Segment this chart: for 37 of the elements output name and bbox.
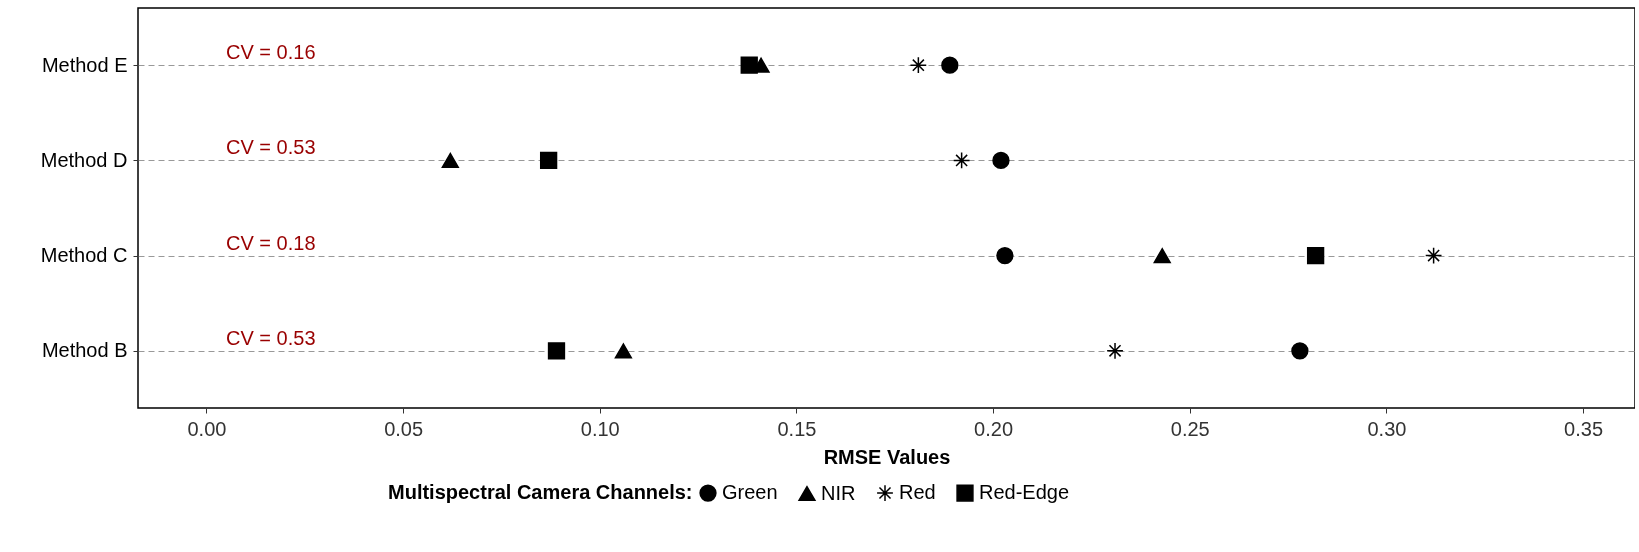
y-tick-label: Method E — [41, 53, 128, 76]
x-tick-label: 0.35 — [1564, 417, 1604, 440]
legend-label: Red-Edge — [979, 481, 1070, 504]
x-tick-label: 0.25 — [1170, 417, 1210, 440]
legend-label: NIR — [821, 481, 856, 504]
point — [1291, 342, 1309, 360]
annotation: CV = 0.53 — [226, 136, 316, 159]
legend-label: Red — [899, 481, 936, 504]
y-tick-label: Method B — [41, 339, 128, 362]
point — [547, 342, 566, 360]
annotation: CV = 0.18 — [226, 231, 316, 254]
x-tick-label: 0.20 — [974, 417, 1014, 440]
x-axis-title: RMSE Values — [823, 445, 951, 468]
point — [992, 151, 1010, 170]
point — [441, 152, 459, 168]
point — [1306, 246, 1325, 265]
x-tick-label: 0.15 — [777, 417, 817, 440]
point — [952, 151, 971, 170]
x-tick-label: 0.00 — [187, 417, 227, 440]
point — [909, 56, 928, 74]
x-tick-label: 0.05 — [384, 417, 424, 440]
point — [614, 343, 633, 359]
x-tick-label: 0.30 — [1367, 417, 1407, 440]
point — [740, 56, 758, 74]
annotation: CV = 0.53 — [226, 326, 316, 349]
x-tick-label: 0.10 — [580, 417, 620, 440]
y-tick-label: Method C — [40, 244, 128, 267]
annotation: CV = 0.16 — [226, 41, 316, 64]
legend-label: Green — [722, 481, 778, 504]
point — [1153, 248, 1171, 264]
point — [1424, 246, 1443, 265]
point — [539, 151, 558, 170]
y-tick-label: Method D — [40, 148, 128, 171]
point — [996, 246, 1014, 265]
point — [1106, 342, 1124, 360]
legend-title: Multispectral Camera Channels: — [388, 481, 693, 503]
point — [941, 56, 959, 74]
